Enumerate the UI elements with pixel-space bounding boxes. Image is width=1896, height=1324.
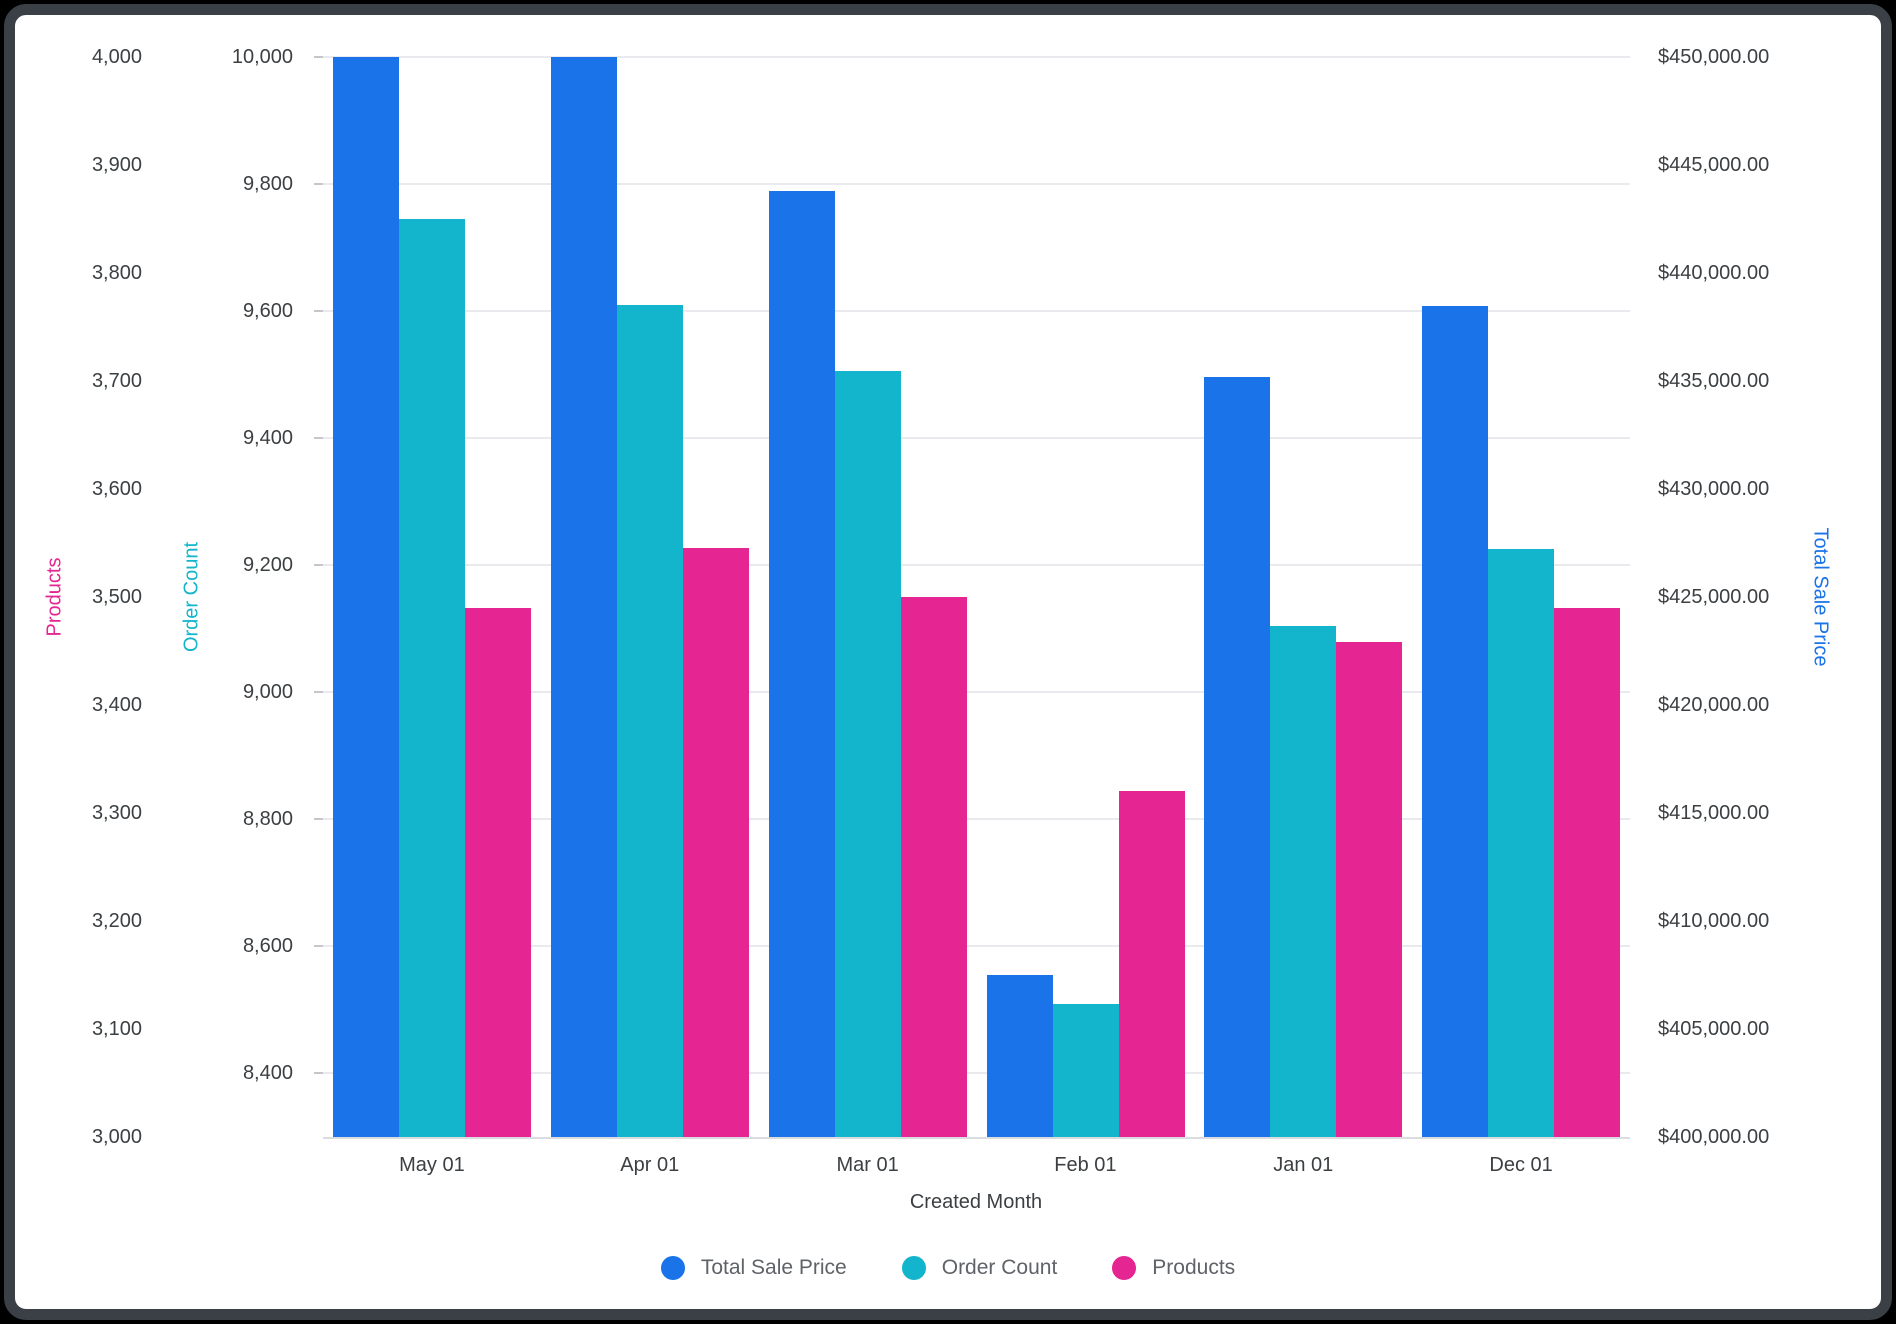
legend-item-order-count[interactable]: Order Count — [901, 1256, 1058, 1280]
products-tick-label: 3,700 — [91, 370, 142, 392]
gridline — [323, 564, 1630, 567]
bar-total-sale-price-apr-01[interactable] — [550, 57, 617, 1137]
order-count-tick-label: 8,400 — [242, 1062, 293, 1085]
legend-color-dot — [1112, 1256, 1137, 1280]
total-sale-price-tick-label: $435,000.00 — [1658, 370, 1770, 392]
total-sale-price-tick-label: $445,000.00 — [1658, 154, 1770, 176]
gridline — [323, 691, 1630, 694]
total-sale-price-tick-label: $420,000.00 — [1658, 694, 1770, 716]
x-axis-title: Created Month — [909, 1191, 1043, 1213]
order-count-tick-label: 8,600 — [242, 935, 293, 958]
total-sale-price-tick-label: $425,000.00 — [1658, 586, 1770, 608]
products-tick-label: 3,300 — [91, 802, 142, 824]
products-tick-label: 4,000 — [91, 46, 142, 68]
x-category-label: May 01 — [399, 1154, 465, 1176]
bar-order-count-may-01[interactable] — [399, 219, 465, 1137]
axis-tick-mark — [314, 56, 323, 58]
bar-total-sale-price-may-01[interactable] — [333, 57, 399, 1137]
gridline — [323, 437, 1630, 440]
x-category-label: Feb 01 — [1054, 1154, 1117, 1176]
legend-color-dot — [660, 1256, 685, 1280]
x-category-label: Jan 01 — [1273, 1154, 1334, 1176]
legend-color-dot — [901, 1256, 926, 1280]
order-count-tick-label: 9,600 — [242, 300, 293, 323]
order-count-tick-label: 8,800 — [242, 808, 293, 831]
axis-tick-mark — [314, 564, 323, 567]
legend-label: Order Count — [941, 1256, 1058, 1279]
axis-tick-mark — [314, 310, 323, 313]
axis-title-order-count: Order Count — [180, 541, 203, 653]
gridline — [323, 310, 1630, 313]
bar-total-sale-price-jan-01[interactable] — [1204, 376, 1271, 1137]
gridline — [323, 183, 1630, 186]
bar-products-jan-01[interactable] — [1336, 642, 1403, 1137]
legend-label: Products — [1152, 1256, 1236, 1279]
total-sale-price-tick-label: $430,000.00 — [1658, 478, 1770, 500]
gridline — [323, 56, 1630, 58]
bar-total-sale-price-feb-01[interactable] — [986, 975, 1053, 1137]
products-tick-label: 3,000 — [91, 1126, 142, 1148]
bar-order-count-dec-01[interactable] — [1488, 549, 1555, 1137]
total-sale-price-tick-label: $450,000.00 — [1658, 46, 1770, 68]
bar-products-apr-01[interactable] — [682, 548, 749, 1137]
products-tick-label: 3,500 — [91, 586, 142, 608]
bar-products-feb-01[interactable] — [1118, 791, 1185, 1137]
bar-order-count-jan-01[interactable] — [1270, 625, 1337, 1137]
order-count-tick-label: 9,400 — [242, 427, 293, 450]
bar-order-count-mar-01[interactable] — [834, 371, 901, 1137]
total-sale-price-tick-label: $400,000.00 — [1658, 1126, 1770, 1148]
gridline — [323, 1072, 1630, 1075]
products-tick-label: 3,600 — [91, 478, 142, 500]
products-tick-label: 3,900 — [91, 154, 142, 176]
bar-products-mar-01[interactable] — [900, 597, 967, 1137]
bar-products-dec-01[interactable] — [1554, 607, 1621, 1137]
legend-item-products[interactable]: Products — [1112, 1256, 1235, 1280]
order-count-tick-label: 9,800 — [242, 173, 293, 196]
bar-products-may-01[interactable] — [465, 607, 531, 1137]
axis-tick-mark — [314, 691, 323, 694]
axis-tick-mark — [314, 183, 323, 186]
axis-tick-mark — [314, 818, 323, 821]
axis-tick-mark — [314, 437, 323, 440]
bar-total-sale-price-dec-01[interactable] — [1422, 306, 1489, 1137]
x-category-label: Mar 01 — [836, 1154, 899, 1176]
gridline — [323, 945, 1630, 948]
legend-label: Total Sale Price — [700, 1256, 847, 1279]
total-sale-price-tick-label: $440,000.00 — [1658, 262, 1770, 284]
x-category-label: Apr 01 — [620, 1154, 680, 1176]
products-tick-label: 3,800 — [91, 262, 142, 284]
x-category-label: Dec 01 — [1489, 1154, 1553, 1176]
order-count-tick-label: 9,000 — [242, 681, 293, 704]
axis-title-total-sale-price: Total Sale Price — [1809, 527, 1832, 667]
bar-order-count-feb-01[interactable] — [1052, 1003, 1119, 1137]
total-sale-price-tick-label: $410,000.00 — [1658, 910, 1770, 932]
legend-item-total-sale-price[interactable]: Total Sale Price — [660, 1256, 847, 1280]
products-tick-label: 3,400 — [91, 694, 142, 716]
axis-tick-mark — [314, 1072, 323, 1075]
order-count-tick-label: 10,000 — [231, 46, 293, 68]
x-axis-baseline — [323, 1137, 1630, 1139]
products-tick-label: 3,200 — [91, 910, 142, 932]
total-sale-price-tick-label: $405,000.00 — [1658, 1018, 1770, 1040]
axis-title-products: Products — [43, 557, 66, 637]
total-sale-price-tick-label: $415,000.00 — [1658, 802, 1770, 824]
products-tick-label: 3,100 — [91, 1018, 142, 1040]
bar-total-sale-price-mar-01[interactable] — [768, 190, 835, 1137]
order-count-tick-label: 9,200 — [242, 554, 293, 577]
legend: Total Sale Price Order Count Products — [0, 1256, 1896, 1280]
axis-tick-mark — [314, 945, 323, 948]
gridline — [323, 818, 1630, 821]
bar-order-count-apr-01[interactable] — [616, 304, 683, 1137]
